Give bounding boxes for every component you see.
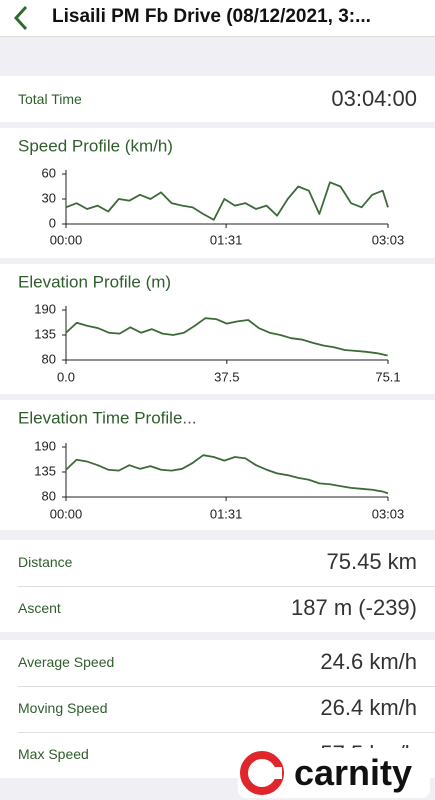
label: Moving Speed [18,700,108,716]
watermark: carnity [238,748,430,798]
x-tick-label: 03:03 [372,232,405,247]
stat-row: Distance 75.45 km [0,540,435,586]
chart-card [0,264,435,394]
separator [18,732,435,733]
value: 24.6 km/h [320,649,417,674]
x-tick-label: 00:00 [50,232,83,247]
y-tick-label: 190 [34,301,56,316]
y-tick-label: 135 [34,463,56,478]
chart-title: Speed Profile (km/h) [18,136,173,155]
y-tick-label: 30 [42,190,56,205]
value: 03:04:00 [331,86,417,111]
label: Max Speed [18,746,89,762]
label: Distance [18,554,73,570]
data-line [65,181,389,221]
x-tick-label: 0.0 [57,369,75,384]
x-tick-label: 00:00 [50,506,83,521]
separator [18,586,435,587]
watermark-text: carnity [294,752,413,793]
stat-row: Moving Speed 26.4 km/h [0,686,435,732]
y-tick-label: 80 [42,488,56,503]
x-tick-label: 01:31 [210,232,243,247]
value: 75.45 km [326,549,418,574]
y-tick-label: 80 [42,351,56,366]
header-title: Lisaili PM Fb Drive (08/12/2021, 3:... [52,6,371,27]
x-tick-label: 01:31 [210,506,243,521]
charts: Speed Profile (km/h) 0 30 60 00:00 01:31 03:03… [18,136,405,521]
total-time-row: Total Time 03:04:00 [0,76,435,122]
header: Lisaili PM Fb Drive (08/12/2021, 3:... [0,0,435,37]
value: 187 m (-239) [291,595,417,620]
label: Ascent [18,600,61,616]
y-tick-label: 135 [34,326,56,341]
back-button[interactable] [0,0,40,36]
y-tick-label: 60 [42,165,56,180]
label: Average Speed [18,654,115,670]
x-tick-label: 37.5 [214,369,239,384]
data-line [65,317,388,357]
stat-row: Average Speed 24.6 km/h [0,640,435,686]
y-tick-label: 190 [34,438,56,453]
separator [18,686,435,687]
logo-icon [240,751,284,795]
chart-title: Elevation Time Profile... [18,408,197,427]
label: Total Time [18,91,82,107]
x-tick-label: 75.1 [375,369,400,384]
y-tick-label: 0 [49,215,56,230]
stat-row: Ascent 187 m (-239) [0,586,435,632]
data-line [65,454,389,495]
value: 26.4 km/h [320,695,417,720]
chart-card [0,400,435,530]
chart-card [0,128,435,258]
x-tick-label: 03:03 [372,506,405,521]
chart-title: Elevation Profile (m) [18,272,171,291]
